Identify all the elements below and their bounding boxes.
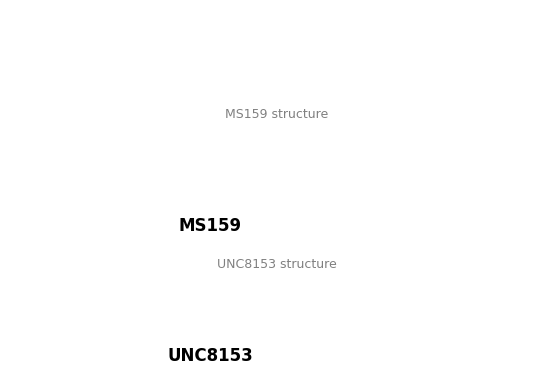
Text: UNC8153 structure: UNC8153 structure bbox=[217, 258, 337, 270]
Text: UNC8153: UNC8153 bbox=[167, 347, 253, 365]
Text: MS159 structure: MS159 structure bbox=[225, 108, 329, 121]
Text: MS159: MS159 bbox=[179, 217, 241, 235]
